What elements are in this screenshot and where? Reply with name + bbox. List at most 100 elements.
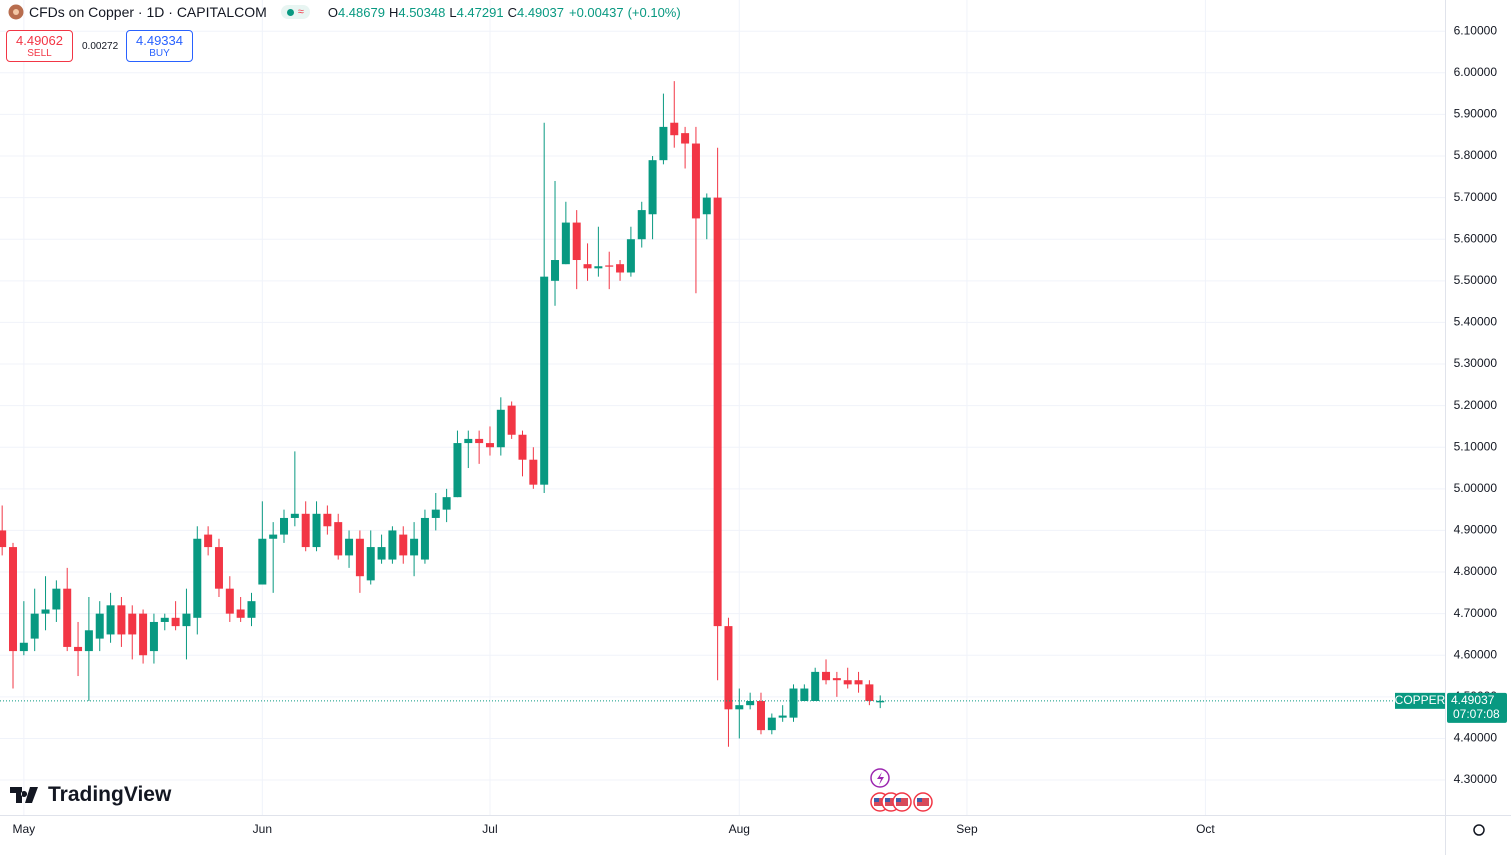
chart-title: CFDs on Copper · 1D · CAPITALCOM	[29, 4, 267, 20]
candle-body	[681, 133, 690, 144]
price-tag-value: 4.49037	[1451, 693, 1495, 707]
candle-body	[74, 646, 83, 652]
candle-body	[128, 613, 137, 635]
x-tick-label: Aug	[729, 822, 750, 836]
candle-body	[225, 588, 234, 614]
candle-body	[171, 617, 180, 627]
candle-body	[756, 701, 765, 731]
candle-body	[117, 605, 126, 635]
candle-body	[334, 522, 343, 556]
x-tick-label: May	[13, 822, 36, 836]
y-tick-label: 4.80000	[1454, 564, 1498, 578]
y-tick-label: 6.00000	[1454, 65, 1498, 79]
candle-body	[420, 517, 429, 560]
candle-body	[659, 126, 668, 161]
candle-body	[377, 547, 386, 560]
status-pill[interactable]: ≈	[280, 5, 310, 19]
event-icon-bolt	[877, 772, 884, 785]
buy-price: 4.49334	[136, 33, 183, 48]
candle-body	[854, 680, 863, 685]
watermark-text: TradingView	[48, 783, 172, 806]
candle-body	[399, 534, 408, 556]
flag-icon-canton	[917, 798, 922, 802]
candle-body	[713, 197, 722, 627]
y-tick-label: 5.20000	[1454, 398, 1498, 412]
legend-key: C	[507, 4, 517, 20]
candle-body	[865, 684, 874, 702]
candle-body	[832, 678, 841, 681]
y-tick-label: 5.80000	[1454, 148, 1498, 162]
candle-body	[518, 434, 527, 460]
candle-body	[442, 497, 451, 510]
y-tick-label: 5.00000	[1454, 481, 1498, 495]
candle-body	[30, 613, 39, 639]
flag-icon	[874, 798, 886, 806]
candle-body	[702, 197, 711, 215]
candle-body	[485, 443, 494, 448]
candle-body	[453, 443, 462, 498]
series-name: COPPER	[1395, 693, 1446, 707]
legend-change-percent: (+0.10%)	[627, 4, 681, 20]
x-tick-label: Oct	[1196, 822, 1215, 836]
candle-body	[496, 409, 505, 448]
candle-body	[236, 609, 245, 618]
candle-body	[19, 642, 28, 652]
symbol-icon	[8, 4, 24, 20]
x-tick-label: Jul	[482, 822, 497, 836]
x-tick-label: Jun	[253, 822, 272, 836]
candle-body	[800, 688, 809, 702]
candle-body	[139, 613, 148, 656]
candle-body	[735, 705, 744, 710]
candle-body	[410, 538, 419, 556]
y-tick-label: 5.30000	[1454, 356, 1498, 370]
y-tick-label: 4.90000	[1454, 523, 1498, 537]
candle-body	[594, 266, 603, 269]
candle-body	[746, 701, 755, 706]
candle-body	[41, 609, 50, 614]
candle-body	[9, 547, 18, 652]
candle-body	[605, 265, 614, 267]
candle-body	[214, 547, 223, 589]
candle-body	[204, 534, 213, 548]
candle-body	[63, 588, 72, 647]
legend-key: L	[449, 4, 457, 20]
candle-body	[160, 617, 169, 622]
candle-body	[616, 264, 625, 273]
price-tag	[1447, 692, 1507, 723]
candle-body	[670, 122, 679, 136]
candle-body	[691, 143, 700, 219]
candle-body	[84, 630, 93, 652]
buy-button[interactable]: 4.49334 BUY	[126, 30, 193, 62]
candle-body	[149, 621, 158, 652]
grid	[0, 0, 1445, 815]
candle-body	[290, 513, 299, 518]
settings-icon	[1473, 824, 1485, 836]
flag-icon-canton	[896, 798, 901, 802]
buy-label: BUY	[149, 48, 170, 59]
candle-body	[182, 613, 191, 627]
candle-body	[572, 222, 581, 261]
spread: 0.00272	[82, 41, 119, 52]
candle-body	[0, 530, 7, 548]
legend-value: 4.50348	[398, 4, 446, 20]
candle-body	[355, 538, 364, 577]
candle-body	[269, 534, 278, 539]
candle-body	[247, 601, 256, 618]
candle-body	[193, 538, 202, 618]
candle-body	[312, 513, 321, 548]
sell-button[interactable]: 4.49062 SELL	[6, 30, 73, 62]
candle-body	[388, 530, 397, 560]
candle-body	[323, 513, 332, 527]
flag-icon-canton	[885, 798, 890, 802]
candle-body	[540, 276, 549, 485]
candles	[0, 81, 885, 747]
y-tick-label: 5.10000	[1454, 439, 1498, 453]
candle-body	[767, 717, 776, 731]
legend-value: 4.49037	[516, 4, 564, 20]
candle-body	[778, 715, 787, 718]
logo-icon	[10, 787, 38, 803]
legend-value: 4.48679	[337, 4, 385, 20]
